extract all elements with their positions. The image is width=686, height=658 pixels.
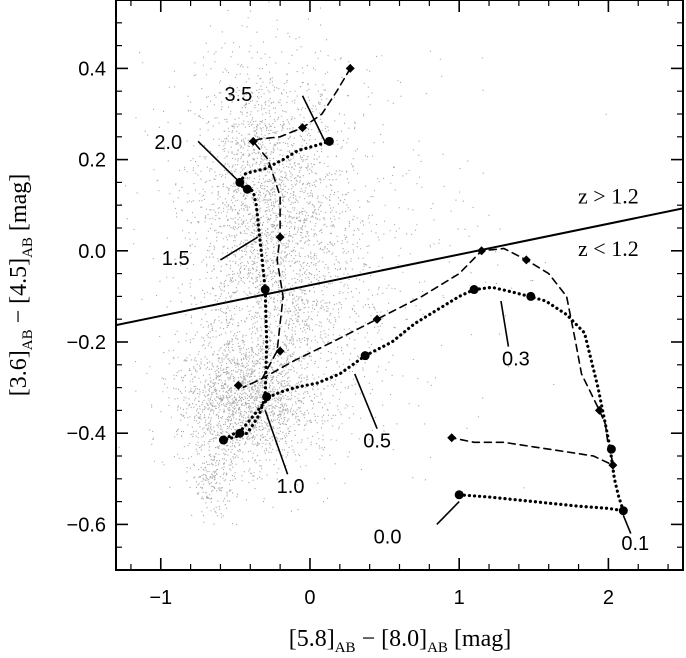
x-tick-label: 1 [454, 587, 465, 609]
circle-marker [469, 285, 479, 295]
track-markers [218, 63, 628, 516]
circle-marker [526, 291, 536, 301]
diamond-marker [608, 460, 618, 470]
track-dotted-1 [457, 493, 625, 513]
x-tick-label: −1 [149, 587, 172, 609]
diamond-marker [372, 314, 382, 324]
diamond-marker [248, 136, 258, 146]
diamond-marker [477, 246, 487, 256]
annotation-leader [197, 140, 241, 183]
circle-marker [260, 285, 270, 295]
annotation-label: 0.1 [621, 533, 649, 555]
annotation-leader [301, 95, 326, 142]
annotation-leader [353, 373, 378, 429]
annotation-label: 3.5 [224, 84, 252, 106]
y-tick-label: 0.4 [78, 58, 106, 80]
region-label: z > 1.2 [578, 183, 639, 208]
circle-marker [360, 351, 370, 361]
diamond-marker [298, 123, 308, 133]
circle-marker [324, 136, 334, 146]
plot-frame [115, 0, 684, 571]
diamond-marker [233, 380, 243, 390]
diamond-marker [345, 63, 355, 73]
background-points [116, 1, 632, 526]
circle-marker [606, 444, 616, 454]
y-tick-label: −0.2 [67, 332, 106, 354]
track-dashed-2 [242, 67, 614, 467]
diamond-marker [447, 433, 457, 443]
diamond-marker [275, 346, 285, 356]
scatter-points [116, 1, 632, 526]
annotation-leader [220, 236, 259, 261]
y-tick-label: 0.0 [78, 241, 106, 263]
tick-labels: −1 0 1 2 0.4 0.2 0.0 −0.2 −0.4 −0.6 [67, 58, 614, 609]
x-axis-title: [5.8]AB − [8.0]AB [mag] [289, 626, 512, 656]
circle-marker [618, 506, 628, 516]
x-tick-label: 0 [304, 587, 315, 609]
region-labels: z > 1.2 z < 1.2 [578, 183, 639, 260]
y-axis-title: [3.6]AB − [4.5]AB [mag] [6, 174, 36, 397]
annotation-leader [436, 501, 460, 525]
y-tick-label: −0.4 [67, 423, 106, 445]
annotation-label: 1.5 [162, 248, 190, 270]
y-tick-label: −0.6 [67, 514, 106, 536]
annotation-label: 0.0 [374, 526, 402, 548]
circle-marker [242, 184, 252, 194]
x-tick-label: 2 [603, 587, 614, 609]
dividing-line-group [116, 207, 683, 327]
axis-ticks [116, 0, 683, 570]
annotation-label: 0.5 [363, 431, 391, 453]
diamond-marker [275, 232, 285, 242]
diamond-marker [594, 405, 604, 415]
circle-marker [235, 428, 245, 438]
diamond-marker [521, 255, 531, 265]
y-tick-label: 0.2 [78, 150, 106, 172]
circle-marker [262, 392, 272, 402]
annotation-label: 0.3 [502, 349, 530, 371]
annotation-label: 1.0 [277, 476, 305, 498]
annotation-leader [622, 514, 632, 534]
annotation-leader [264, 410, 289, 475]
region-label: z < 1.2 [578, 236, 639, 261]
circle-marker [454, 490, 464, 500]
annotation-label: 2.0 [154, 132, 182, 154]
circle-marker [218, 435, 228, 445]
dividing-line [116, 207, 683, 327]
redshift-annotations: 3.5 2.0 1.5 0.3 0.5 1.0 0.0 0.1 [154, 84, 649, 555]
annotation-leader [500, 300, 510, 347]
